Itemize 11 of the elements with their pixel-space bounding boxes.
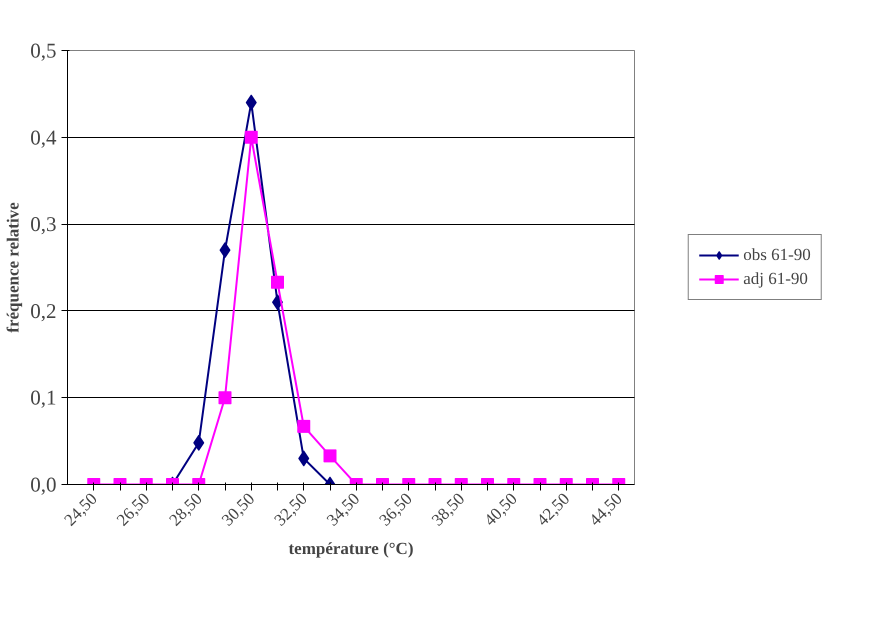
point bbox=[271, 276, 284, 289]
legend-label: adj 61-90 bbox=[743, 269, 808, 289]
y-tick-label: 0,5 bbox=[30, 38, 56, 62]
y-axis-title: fréquence relative bbox=[3, 202, 22, 333]
legend-label: obs 61-90 bbox=[743, 245, 811, 265]
y-tick-label: 0,0 bbox=[30, 472, 56, 496]
y-tick-label: 0,3 bbox=[30, 212, 56, 236]
y-tick-label: 0,1 bbox=[30, 386, 56, 410]
y-tick-label: 0,2 bbox=[30, 298, 56, 323]
x-axis-title: température (°C) bbox=[288, 539, 414, 558]
y-tick-label: 0,4 bbox=[30, 125, 57, 150]
